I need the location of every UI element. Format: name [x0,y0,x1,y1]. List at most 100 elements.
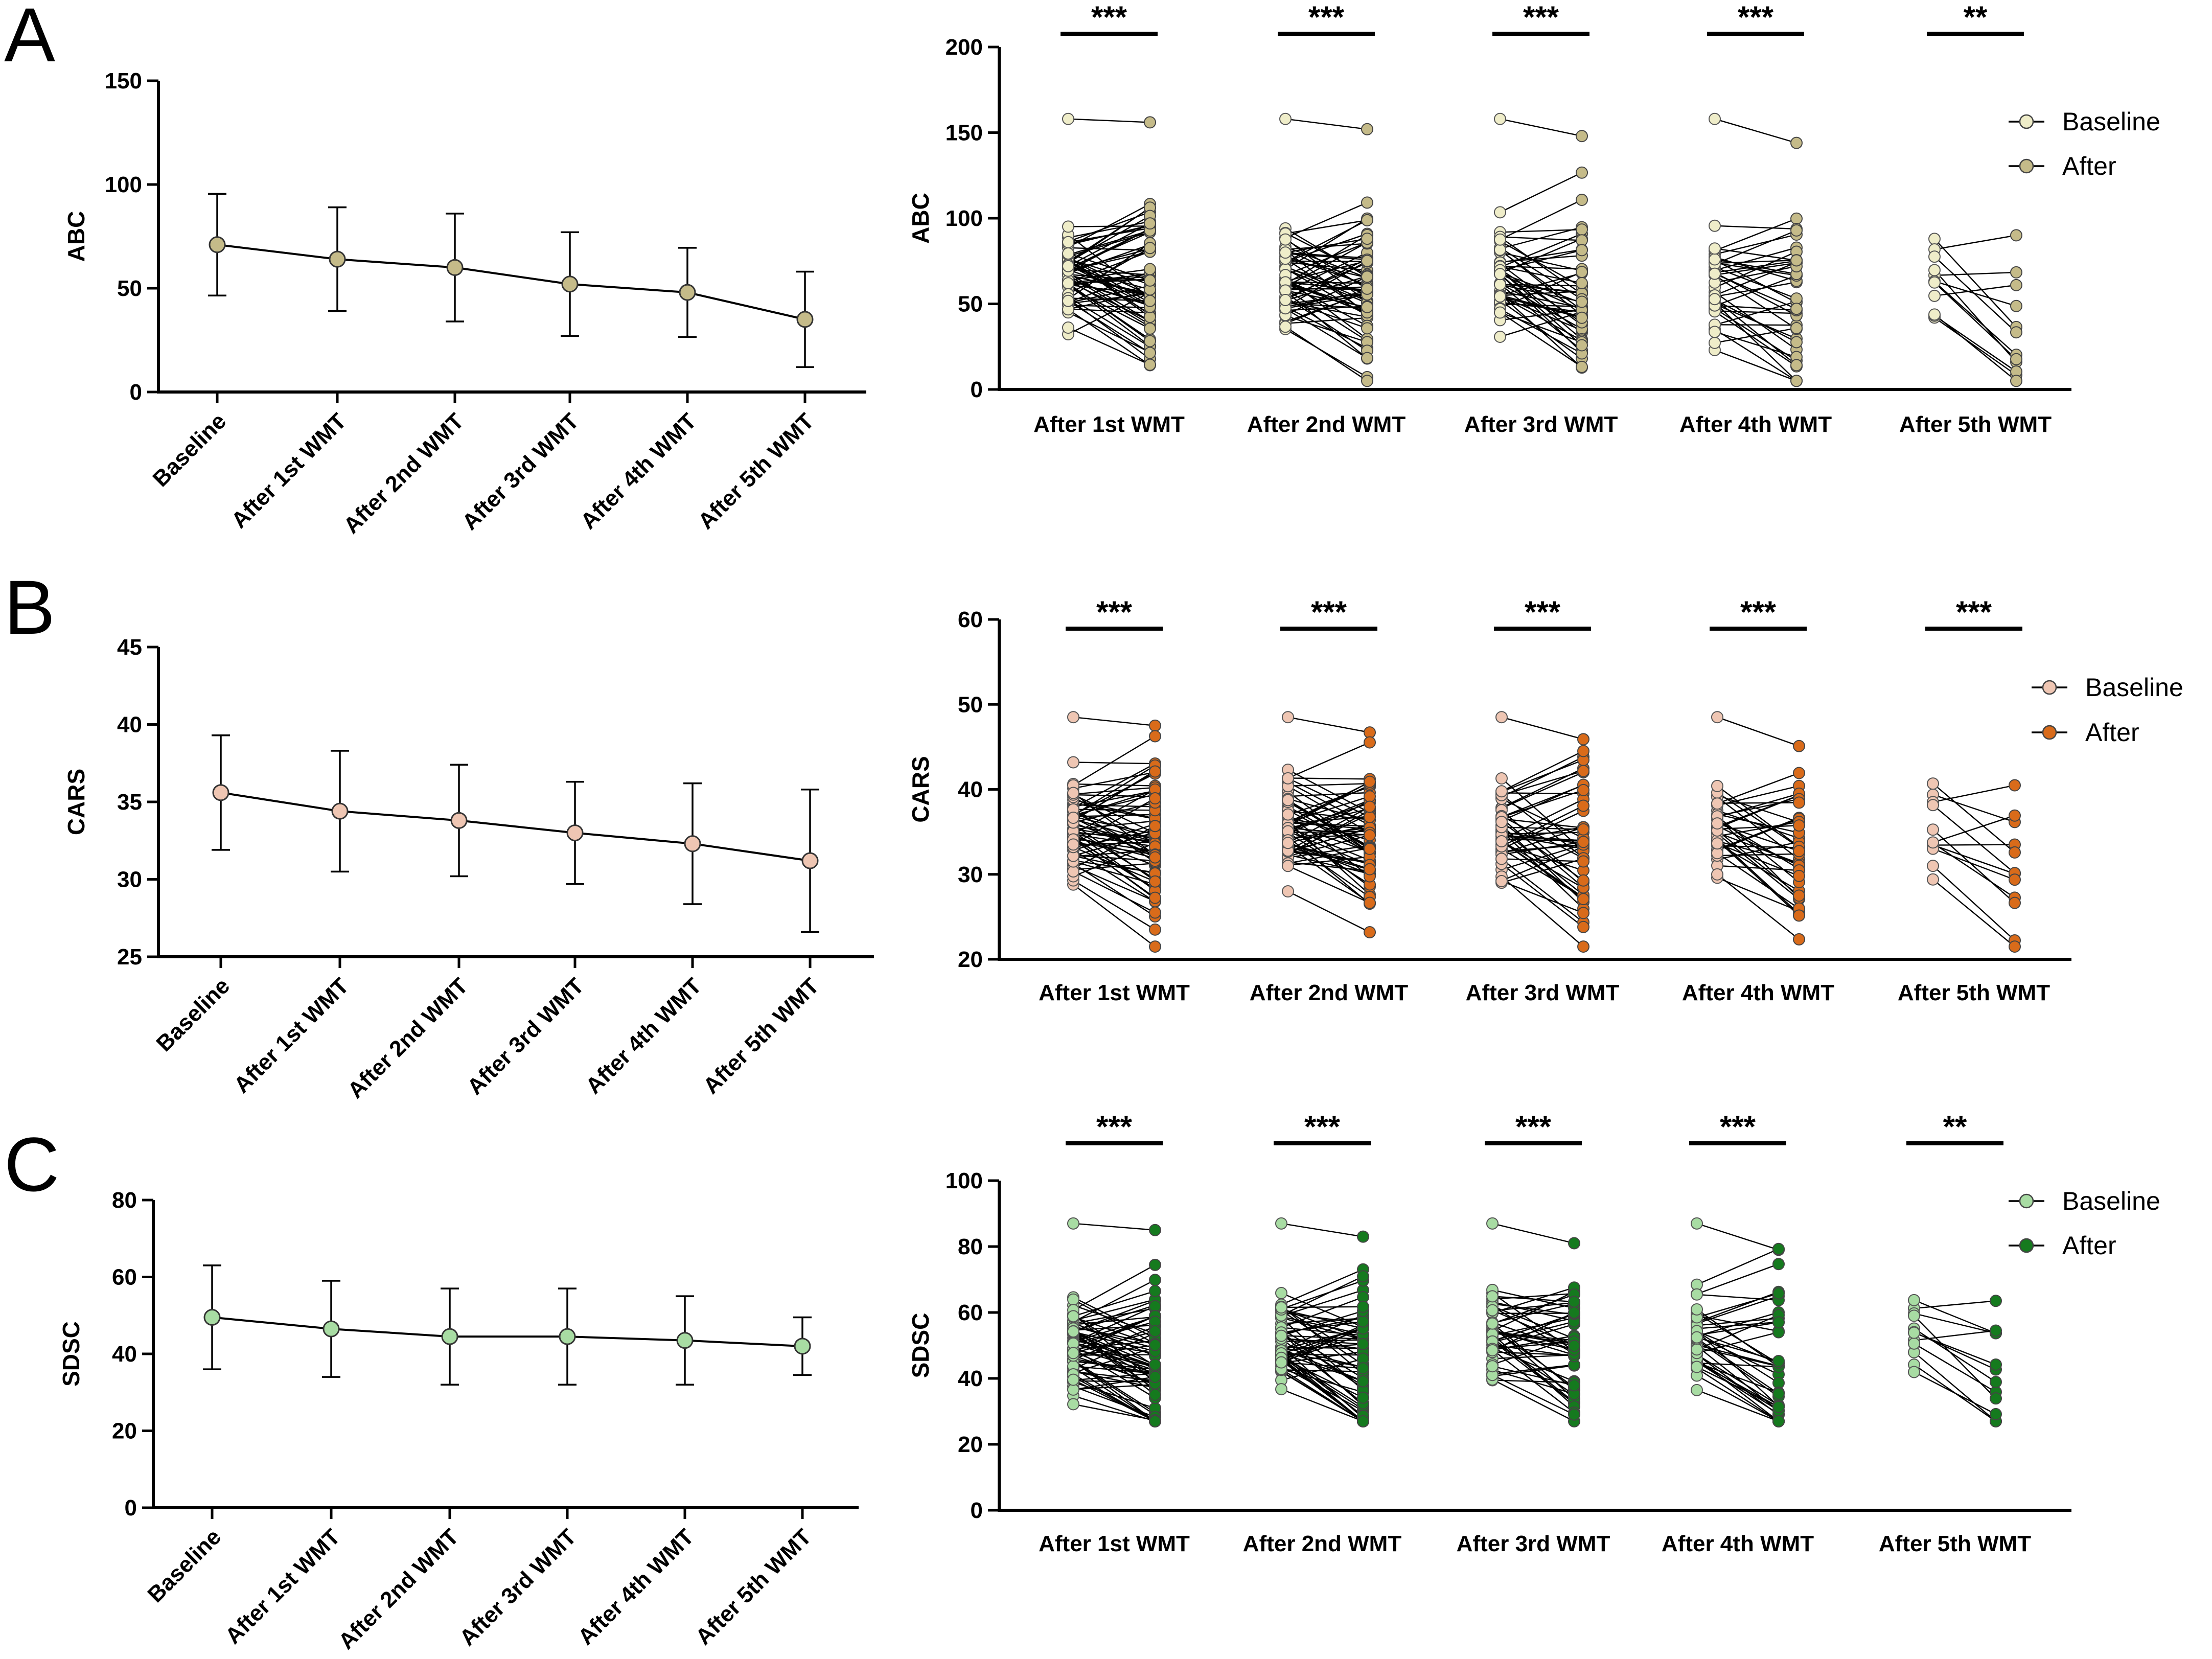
pair-line [1285,234,1368,285]
pair-line [1501,858,1584,862]
pair-line [1932,844,2015,846]
y-tick-label: 30 [117,867,142,892]
pair-line [1696,1368,1779,1422]
baseline-point [1908,1337,1920,1350]
after-point [1144,335,1156,348]
pair-line [1285,258,1368,313]
pair-line [1285,239,1368,289]
y-tick-label: 25 [117,944,142,970]
pair-line [1285,288,1368,342]
baseline-point [1282,772,1294,785]
pair-line [1500,118,1582,137]
after-point [2009,779,2021,792]
baseline-point [1908,1294,1920,1306]
paired-group: After 3rd WMT *** [1457,1110,1610,1556]
pair-line [1717,841,1800,860]
x-category-label: After 1st WMT [229,973,354,1098]
pair-line [1696,1375,1779,1422]
baseline-point [1062,236,1074,248]
pair-line [1285,232,1368,275]
pair-line [1501,876,1584,947]
legend-after-marker [2019,1238,2034,1253]
y-tick-label: 0 [125,1495,137,1520]
pair-line [1717,832,1800,864]
mean-point [450,812,468,829]
pair-line [1717,792,1800,848]
pair-line [1914,1299,1996,1334]
pair-line [1934,235,2017,250]
baseline-point [1067,756,1079,769]
pair-line [1073,1299,1156,1345]
pair-line [1287,781,1370,826]
y-tick-label: 60 [958,607,983,632]
pair-line [1281,1332,1364,1407]
pair-line [1717,795,1800,823]
after-point [1149,820,1161,833]
paired-group: After 1st WMT *** [1039,1110,1190,1556]
pair-line [1287,814,1370,877]
pair-line [1696,1361,1779,1415]
pair-line [1696,1294,1779,1301]
x-category-label: After 5th WMT [1898,980,2050,1005]
baseline-point [1494,330,1506,343]
baseline-point [1494,278,1506,291]
baseline-point [1495,785,1508,798]
mean-point [794,1338,811,1355]
pair-line [1073,1367,1156,1422]
after-point [1144,217,1156,230]
pair-line [1073,1373,1156,1422]
pair-line [1285,282,1368,291]
pair-line [1073,762,1156,765]
pair-line [1717,772,1800,804]
after-point [1793,767,1805,779]
pair-line [1073,1315,1156,1367]
y-axis-label: CARS [907,756,934,822]
pair-line [1500,311,1582,338]
pair-line [1073,880,1156,930]
y-tick-label: 60 [112,1265,137,1290]
pair-line [1285,118,1368,130]
mean-line [220,791,811,862]
after-point [1149,730,1161,743]
pair-line [1281,1388,1364,1422]
mean-point [331,802,349,820]
mean-point [561,275,579,293]
after-point [1149,1325,1161,1338]
x-category-label: After 3rd WMT [1457,1531,1610,1556]
after-point [2010,353,2022,365]
after-point [1577,784,1589,796]
y-tick-label: 45 [117,635,142,660]
pair-line [1492,1333,1575,1407]
after-point [1790,336,1803,349]
after-point [1576,223,1588,236]
baseline-point [1691,1288,1703,1301]
baseline-point [1486,1304,1499,1317]
pair-line [1492,1302,1575,1311]
pair-line [1717,821,1800,837]
significance-label: *** [1956,595,1992,629]
pair-line [1073,765,1156,816]
baseline-point [1494,206,1506,219]
pair-line [1717,853,1800,857]
pair-line [1492,1294,1575,1325]
y-axis-label: SDSC [58,1321,84,1387]
baseline-point [1928,308,1941,321]
pair-line [1500,284,1582,351]
pair-line [1500,312,1582,367]
after-point [1790,303,1803,315]
paired-group: After 3rd WMT *** [1466,595,1620,1005]
paired-group: After 2nd WMT *** [1243,1110,1402,1556]
legend-label: Baseline [2085,673,2183,702]
baseline-point [1711,779,1723,792]
pair-line [1501,841,1584,856]
pair-line [1068,247,1150,295]
pair-line [1492,1306,1575,1354]
pair-line [1073,841,1156,856]
pair-line [1281,1289,1364,1317]
panel-letter-b: B [4,564,55,650]
baseline-point [1494,243,1506,256]
after-point [1568,1306,1580,1319]
pair-line [1501,717,1584,740]
pair-line [1714,259,1797,264]
pair-line [1073,1330,1156,1366]
